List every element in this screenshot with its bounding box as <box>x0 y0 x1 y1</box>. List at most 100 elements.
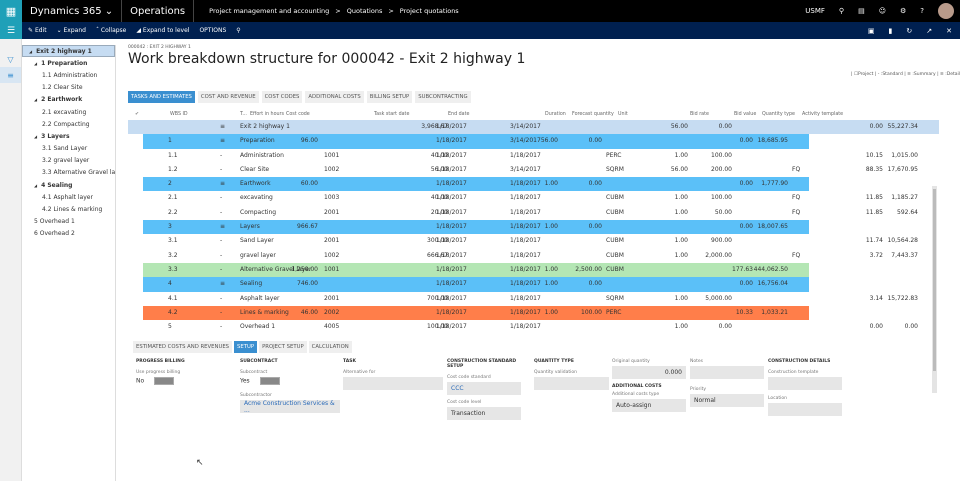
collapse-caret-icon[interactable]: ◢ <box>34 97 38 103</box>
collapse-caret-icon[interactable]: ◢ <box>34 182 38 188</box>
tree-node[interactable]: 1.2 Clear Site <box>22 82 115 94</box>
options-button[interactable]: OPTIONS <box>199 27 227 34</box>
tab-cost-codes[interactable]: COST CODES <box>261 91 303 103</box>
progress-billing-toggle[interactable] <box>154 377 175 385</box>
search-icon[interactable]: ⚲ <box>838 7 845 15</box>
tree-node[interactable]: 3.2 gravel layer <box>22 155 115 167</box>
col-unit[interactable]: Unit <box>618 112 628 117</box>
cost-code-standard-field[interactable]: CCC <box>447 382 521 395</box>
tree-node[interactable]: ◢ 2 Earthwork <box>22 94 115 106</box>
col-duration[interactable]: Duration <box>545 112 566 117</box>
table-row[interactable]: ≡ Exit 2 highway 1 3,968.67 1/18/2017 3/14/2… <box>128 120 939 135</box>
col-quantity-type[interactable]: Quantity type <box>762 112 795 117</box>
select-all-checkmark-icon[interactable]: ✔ <box>135 112 140 117</box>
close-icon[interactable]: ✕ <box>946 26 952 35</box>
list-view-icon[interactable]: ≡ <box>0 67 21 83</box>
additional-costs-type-field[interactable]: Auto-assign <box>612 399 686 412</box>
quantity-validation-field[interactable] <box>534 377 609 390</box>
module-name[interactable]: Operations <box>122 0 195 22</box>
tree-node[interactable]: 4.2 Lines & marking <box>22 203 115 215</box>
col-forecast-qty[interactable]: Forecast quantity <box>572 112 614 117</box>
table-row[interactable]: 4.2 - Lines & marking 46.00 2002 1/18/2017 1/1… <box>143 305 809 321</box>
subcontract-toggle[interactable] <box>259 377 280 385</box>
col-activity-template[interactable]: Activity template <box>802 112 844 117</box>
collapse-button[interactable]: ˆ Collapse <box>95 27 127 34</box>
table-row[interactable]: 2.2 - Compacting 20.00 2001 1/18/2017 1/18/201… <box>128 206 939 220</box>
tree-node[interactable]: ◢ 3 Layers <box>22 130 115 142</box>
collapse-caret-icon[interactable]: ◢ <box>34 60 38 66</box>
tab-estimated-costs[interactable]: ESTIMATED COSTS AND REVENUES <box>133 341 233 353</box>
breadcrumb-item[interactable]: Project quotations <box>399 7 459 15</box>
table-row[interactable]: 1.1 - Administration 40.00 1001 1/18/2017 1/18… <box>128 149 939 163</box>
table-row[interactable]: 4.1 - Asphalt layer 700.00 2001 1/18/2017 1/18… <box>128 292 939 306</box>
hamburger-menu-icon[interactable]: ☰ <box>0 22 22 39</box>
tab-tasks-and-estimates[interactable]: TASKS AND ESTIMATES <box>128 91 195 103</box>
table-row[interactable]: 2.1 - excavating 40.00 1003 1/18/2017 1/18/201… <box>128 191 939 205</box>
refresh-icon[interactable]: ↻ <box>906 26 913 35</box>
table-row[interactable]: 4 ≡ Sealing 746.00 1/18/2017 1/18/2017 1.00 0.0… <box>143 277 809 292</box>
col-bid-rate[interactable]: Bid rate <box>690 112 709 117</box>
tree-node[interactable]: 3.1 Sand Layer <box>22 143 115 155</box>
col-task-start[interactable]: Task start date <box>374 112 410 117</box>
notes-field[interactable] <box>690 366 764 379</box>
tab-subcontracting[interactable]: SUBCONTRACTING <box>415 91 471 103</box>
tree-node[interactable]: ◢ 1 Preparation <box>22 57 115 69</box>
avatar[interactable] <box>938 3 954 19</box>
table-row[interactable]: 2 ≡ Earthwork 60.00 1/18/2017 1/18/2017 1.00 0.… <box>143 177 809 192</box>
breadcrumb-item[interactable]: Project management and accounting <box>209 7 330 15</box>
tab-additional-costs[interactable]: ADDITIONAL COSTS <box>305 91 364 103</box>
col-end-date[interactable]: End date <box>448 112 470 117</box>
expand-to-level-button[interactable]: ◢ Expand to level <box>136 27 190 34</box>
alternative-for-field[interactable] <box>343 377 443 390</box>
table-row[interactable]: 3.1 - Sand Layer 300.00 2001 1/18/2017 1/18/20… <box>128 234 939 248</box>
help-icon[interactable]: ? <box>920 7 924 15</box>
filter-icon[interactable]: ▽ <box>7 54 14 64</box>
edit-button[interactable]: ✎ Edit <box>28 27 47 34</box>
collapse-caret-icon[interactable]: ◢ <box>34 133 38 139</box>
tab-calculation[interactable]: CALCULATION <box>308 341 352 353</box>
popout-icon[interactable]: ↗ <box>926 26 933 35</box>
company-selector[interactable]: USMF <box>805 7 825 15</box>
table-row[interactable]: 5 - Overhead 1 100.00 4005 1/18/2017 1/18/2017… <box>128 320 939 334</box>
construction-template-field[interactable] <box>768 377 842 390</box>
priority-field[interactable]: Normal <box>690 394 764 407</box>
collapse-caret-icon[interactable]: ◢ <box>29 48 33 54</box>
attachment-icon[interactable]: ▮ <box>888 26 893 35</box>
col-cost-code[interactable]: Cost code <box>286 112 310 117</box>
subcontractor-field[interactable]: Acme Construction Services & ... <box>240 400 340 414</box>
grid-scrollbar[interactable] <box>932 186 937 393</box>
gear-icon[interactable]: ⚙ <box>900 7 907 15</box>
messages-icon[interactable]: ▤ <box>858 7 865 15</box>
tab-project-setup[interactable]: PROJECT SETUP <box>259 341 307 353</box>
tree-node[interactable]: 2.2 Compacting <box>22 118 115 130</box>
table-row[interactable]: 3.2 - gravel layer 666.67 1002 1/18/2017 1/18/… <box>128 249 939 263</box>
tab-cost-and-revenue[interactable]: COST AND REVENUE <box>197 91 259 103</box>
tree-node[interactable]: ◢ Exit 2 highway 1 <box>22 45 115 58</box>
tree-node[interactable]: ◢ 4 Sealing <box>22 179 115 191</box>
expand-button[interactable]: ⌄ Expand <box>56 27 86 34</box>
table-row[interactable]: 1.2 - Clear Site 56.00 1002 1/18/2017 3/14/201… <box>128 163 939 177</box>
search-icon[interactable]: ⚲ <box>236 27 241 34</box>
smiley-feedback-icon[interactable]: ☺ <box>878 7 886 15</box>
office-icon[interactable]: ▣ <box>867 26 875 35</box>
table-row[interactable]: 3.3 - Alternative Gravel layer 1,250.00 1001… <box>143 262 809 278</box>
col-bid-value[interactable]: Bid value <box>734 112 757 117</box>
tree-node[interactable]: 2.1 excavating <box>22 106 115 118</box>
tree-node[interactable]: 3.3 Alternative Gravel lay <box>22 167 115 179</box>
tree-node[interactable]: 6 Overhead 2 <box>22 228 115 240</box>
tree-node[interactable]: 5 Overhead 1 <box>22 216 115 228</box>
table-row[interactable]: 3 ≡ Layers 966.67 1/18/2017 1/18/2017 1.00 0.00… <box>143 220 809 235</box>
location-field[interactable] <box>768 403 842 416</box>
tree-node[interactable]: 4.1 Asphalt layer <box>22 191 115 203</box>
table-row[interactable]: 1 ≡ Preparation 96.00 1/18/2017 3/14/2017 56.0… <box>143 134 809 149</box>
original-quantity-field[interactable]: 0.000 <box>612 366 686 379</box>
cost-code-level-field[interactable]: Transaction <box>447 407 521 420</box>
col-effort[interactable]: Effort in hours <box>250 112 285 117</box>
app-launcher-icon[interactable]: ▦ <box>0 0 22 22</box>
view-mode-links[interactable]: | ☐Project | - :Standard | ≡ :Summary | … <box>851 72 960 77</box>
breadcrumb-item[interactable]: Quotations <box>346 7 383 15</box>
tree-node[interactable]: 1.1 Administration <box>22 69 115 81</box>
col-wbs-id[interactable]: WBS ID <box>170 112 188 117</box>
brand-dynamics[interactable]: Dynamics 365 ⌄ <box>22 0 123 22</box>
col-type[interactable]: T... <box>240 112 247 117</box>
